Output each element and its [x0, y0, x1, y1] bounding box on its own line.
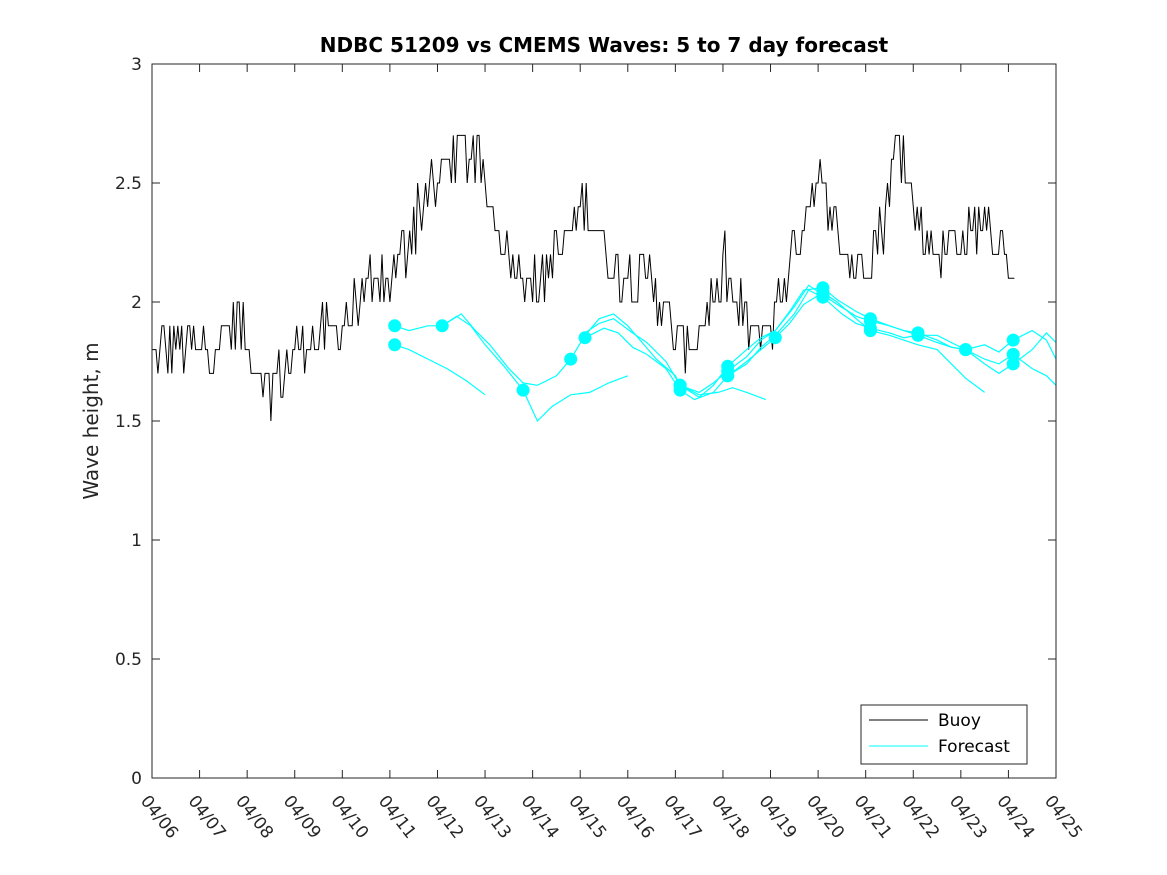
buoy-line [152, 134, 1015, 422]
forecast-marker [959, 343, 973, 357]
y-tick-label: 0.5 [115, 650, 142, 670]
legend-buoy-label: Buoy [938, 711, 981, 731]
chart-title: NDBC 51209 vs CMEMS Waves: 5 to 7 day fo… [320, 33, 889, 57]
forecast-marker [816, 290, 830, 304]
forecast-marker [564, 352, 578, 366]
x-tick-label: 04/13 [469, 792, 515, 843]
x-tick-label: 04/10 [326, 792, 372, 843]
forecast-marker [911, 328, 925, 342]
x-tick-label: 04/22 [897, 792, 943, 843]
forecast-marker [863, 321, 877, 335]
forecast-marker [388, 338, 402, 352]
x-tick-label: 04/17 [659, 792, 705, 843]
forecast-line-5 [584, 287, 1057, 398]
legend: Buoy Forecast [860, 704, 1028, 765]
x-tick-label: 04/21 [850, 792, 896, 843]
y-tick-label: 2.5 [115, 174, 142, 194]
x-tick-label: 04/09 [279, 792, 325, 843]
forecast-marker [768, 331, 782, 345]
forecast-series [388, 281, 1057, 423]
y-tick-label: 1 [131, 531, 142, 551]
x-tick-label: 04/18 [707, 792, 753, 843]
x-tick-label: 04/20 [802, 792, 848, 843]
x-tick-label: 04/23 [945, 792, 991, 843]
x-tick-label: 04/24 [992, 792, 1038, 843]
y-axis-ticks: 0 0.5 1 1.5 2 2.5 3 [115, 55, 1056, 789]
forecast-marker [673, 378, 687, 392]
forecast-line-3 [441, 313, 767, 401]
y-tick-label: 0 [131, 769, 142, 789]
x-tick-label: 04/11 [374, 792, 420, 843]
forecast-marker [578, 331, 592, 345]
forecast-marker [1006, 347, 1020, 361]
plot-frame [151, 63, 1057, 779]
x-tick-label: 04/25 [1040, 792, 1086, 843]
x-tick-label: 04/15 [564, 792, 610, 843]
y-tick-label: 1.5 [115, 412, 142, 432]
x-tick-label: 04/07 [184, 792, 230, 843]
y-axis-label: Wave height, m [79, 342, 103, 499]
legend-box [860, 704, 1028, 765]
x-tick-label: 04/12 [422, 792, 468, 843]
forecast-line-6 [679, 284, 1057, 394]
buoy-series [152, 134, 1015, 422]
x-tick-label: 04/14 [517, 792, 563, 843]
forecast-marker [721, 369, 735, 383]
forecast-marker [516, 383, 530, 397]
x-tick-label: 04/06 [136, 792, 182, 843]
forecast-marker [388, 319, 402, 333]
y-tick-label: 3 [131, 55, 142, 75]
x-tick-label: 04/19 [755, 792, 801, 843]
x-tick-label: 04/08 [231, 792, 277, 843]
forecast-marker [1006, 333, 1020, 347]
forecast-line-1 [394, 344, 486, 396]
x-tick-label: 04/16 [612, 792, 658, 843]
forecast-line-4 [584, 291, 985, 401]
y-tick-label: 2 [131, 293, 142, 313]
plot-area [152, 134, 1057, 423]
forecast-line-2 [394, 315, 629, 423]
legend-forecast-label: Forecast [938, 737, 1010, 757]
forecast-line-7 [727, 289, 1057, 377]
forecast-marker [1006, 357, 1020, 371]
